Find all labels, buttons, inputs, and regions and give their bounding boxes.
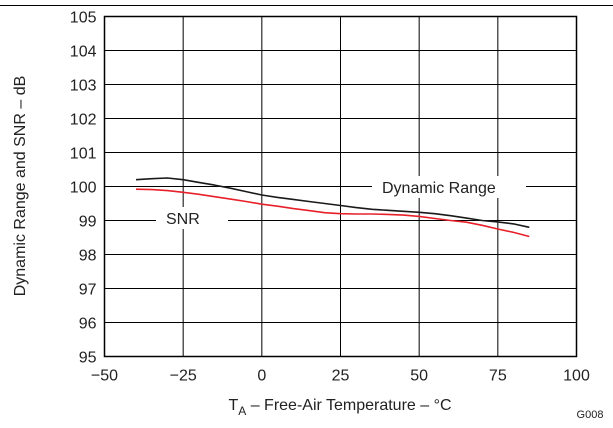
y-tick-label: 102 [70, 112, 97, 129]
x-tick-label: 100 [563, 368, 590, 385]
legend-label-snr: SNR [166, 211, 200, 228]
series-line-snr [135, 188, 530, 238]
y-tick-label: 105 [70, 10, 97, 27]
x-axis-label-subscript: A [238, 404, 246, 418]
y-tick-label: 98 [79, 248, 97, 265]
x-axis-label-text: – Free-Air Temperature – °C [246, 397, 451, 414]
y-tick-label: 104 [70, 44, 97, 61]
figure-id: G008 [577, 409, 604, 421]
y-tick-label: 97 [79, 282, 97, 299]
y-tick-label: 95 [79, 350, 97, 367]
y-axis-label: Dynamic Range and SNR – dB [12, 76, 29, 297]
x-tick-label: 25 [332, 368, 350, 385]
legend-bg-dynamic-range [372, 176, 526, 198]
x-tick-label: 0 [257, 368, 266, 385]
legend-bg-snr [156, 207, 228, 229]
y-tick-label: 100 [70, 180, 97, 197]
x-tick-label: 50 [410, 368, 428, 385]
y-tick-label: 99 [79, 214, 97, 231]
y-tick-label: 101 [70, 146, 97, 163]
x-axis-label: TA – Free-Air Temperature – °C [228, 397, 451, 418]
x-axis-label-symbol: T [228, 397, 238, 414]
y-tick-label: 96 [79, 316, 97, 333]
legend-label-dynamic-range: Dynamic Range [382, 180, 496, 197]
x-tick-label: −50 [91, 368, 118, 385]
x-tick-labels: −50 −25 0 25 50 75 100 [91, 368, 590, 385]
y-tick-labels: 95 96 97 98 99 100 101 102 103 104 105 [70, 10, 97, 367]
series-line-dynamic-range [135, 177, 530, 229]
x-tick-label: −25 [170, 368, 197, 385]
y-tick-label: 103 [70, 78, 97, 95]
x-tick-label: 75 [489, 368, 507, 385]
series-lines [135, 177, 530, 238]
plot-frame [103, 15, 578, 358]
